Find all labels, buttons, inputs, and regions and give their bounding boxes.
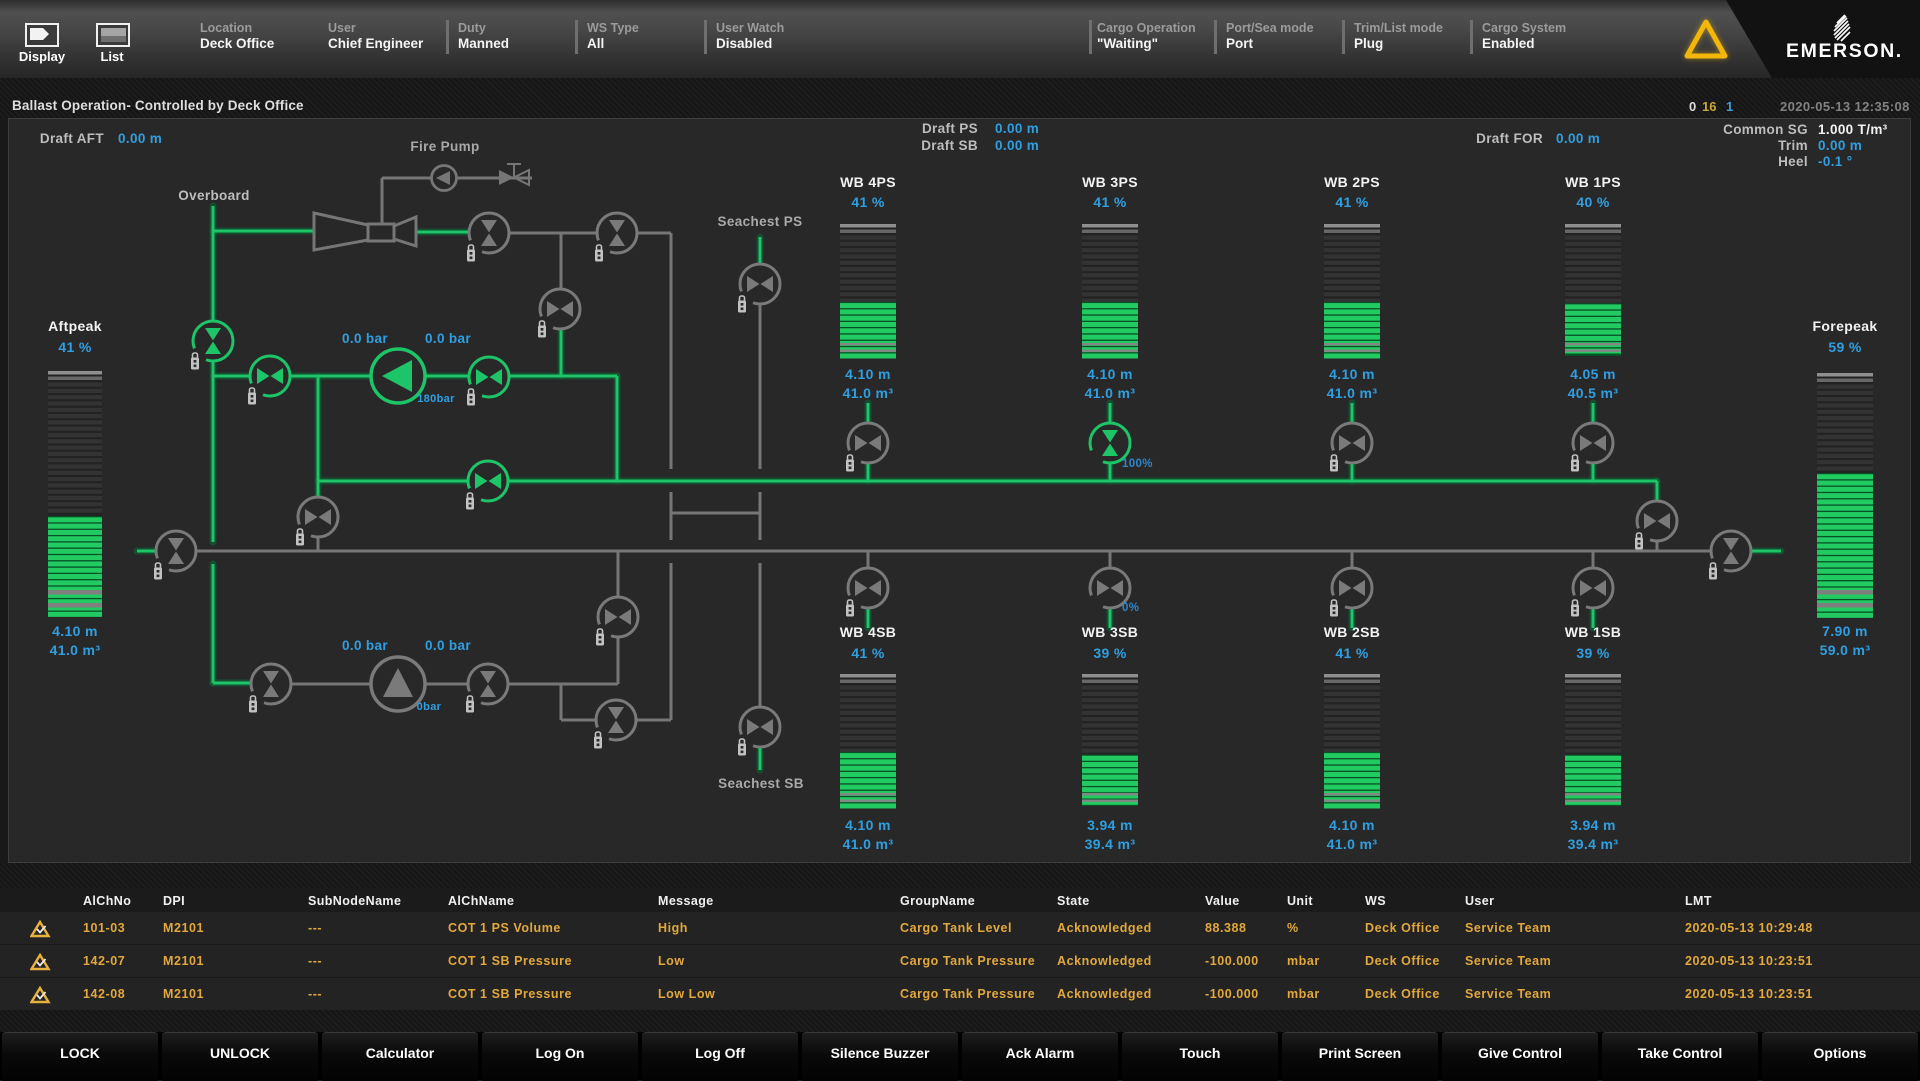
svg-text:WB 2PS: WB 2PS	[1324, 174, 1380, 190]
svg-text:4.10 m: 4.10 m	[52, 623, 98, 639]
svg-text:Draft FOR: Draft FOR	[1476, 131, 1543, 146]
svg-text:0.00 m: 0.00 m	[1818, 138, 1862, 153]
svg-text:41.0 m³: 41.0 m³	[50, 642, 101, 658]
svg-text:Common SG: Common SG	[1723, 122, 1808, 137]
svg-text:Heel: Heel	[1778, 154, 1808, 169]
svg-text:180bar: 180bar	[417, 393, 455, 405]
svg-text:4.10 m: 4.10 m	[1087, 366, 1133, 382]
svg-text:41 %: 41 %	[1335, 645, 1369, 661]
svg-text:WB 3SB: WB 3SB	[1082, 624, 1139, 640]
svg-text:59.0 m³: 59.0 m³	[1820, 642, 1871, 658]
svg-text:Seachest SB: Seachest SB	[718, 776, 804, 791]
svg-text:41 %: 41 %	[58, 339, 92, 355]
svg-text:0.00 m: 0.00 m	[995, 138, 1039, 153]
svg-text:41.0 m³: 41.0 m³	[1327, 385, 1378, 401]
svg-text:WB 4SB: WB 4SB	[840, 624, 897, 640]
svg-text:Trim: Trim	[1778, 138, 1808, 153]
svg-text:39.4 m³: 39.4 m³	[1568, 836, 1619, 852]
svg-text:3.94 m: 3.94 m	[1570, 817, 1616, 833]
svg-text:41.0 m³: 41.0 m³	[843, 836, 894, 852]
svg-text:WB 2SB: WB 2SB	[1324, 624, 1381, 640]
svg-text:Draft PS: Draft PS	[922, 121, 978, 136]
svg-text:4.10 m: 4.10 m	[1329, 817, 1375, 833]
svg-text:4.10 m: 4.10 m	[845, 817, 891, 833]
svg-text:41.0 m³: 41.0 m³	[1327, 836, 1378, 852]
svg-text:3.94 m: 3.94 m	[1087, 817, 1133, 833]
svg-text:41.0 m³: 41.0 m³	[1085, 385, 1136, 401]
svg-text:7.90 m: 7.90 m	[1822, 623, 1868, 639]
svg-text:0.00 m: 0.00 m	[118, 131, 162, 146]
svg-text:40 %: 40 %	[1576, 194, 1610, 210]
svg-text:39 %: 39 %	[1576, 645, 1610, 661]
svg-text:40.5 m³: 40.5 m³	[1568, 385, 1619, 401]
svg-text:Draft AFT: Draft AFT	[40, 131, 105, 146]
svg-text:100%: 100%	[1122, 458, 1153, 470]
svg-text:Fire Pump: Fire Pump	[410, 139, 479, 154]
svg-text:WB 3PS: WB 3PS	[1082, 174, 1138, 190]
svg-text:41 %: 41 %	[851, 194, 885, 210]
svg-text:0.0 bar: 0.0 bar	[342, 638, 388, 653]
svg-text:41 %: 41 %	[1335, 194, 1369, 210]
svg-text:WB 1SB: WB 1SB	[1565, 624, 1622, 640]
svg-text:4.05 m: 4.05 m	[1570, 366, 1616, 382]
svg-text:41 %: 41 %	[851, 645, 885, 661]
svg-text:4.10 m: 4.10 m	[845, 366, 891, 382]
svg-text:0.00 m: 0.00 m	[995, 121, 1039, 136]
svg-text:0bar: 0bar	[417, 701, 442, 713]
svg-text:39 %: 39 %	[1093, 645, 1127, 661]
svg-text:Forepeak: Forepeak	[1812, 318, 1877, 334]
svg-text:1.000 T/m³: 1.000 T/m³	[1818, 122, 1888, 137]
svg-text:0.0 bar: 0.0 bar	[425, 638, 471, 653]
svg-text:0.00 m: 0.00 m	[1556, 131, 1600, 146]
svg-text:-0.1 °: -0.1 °	[1818, 154, 1853, 169]
svg-text:WB 1PS: WB 1PS	[1565, 174, 1621, 190]
svg-text:Aftpeak: Aftpeak	[48, 318, 102, 334]
svg-text:Draft SB: Draft SB	[921, 138, 978, 153]
svg-text:0.0 bar: 0.0 bar	[342, 331, 388, 346]
svg-text:Overboard: Overboard	[178, 188, 249, 203]
svg-text:41.0 m³: 41.0 m³	[843, 385, 894, 401]
svg-text:Seachest PS: Seachest PS	[718, 214, 803, 229]
svg-text:0.0 bar: 0.0 bar	[425, 331, 471, 346]
svg-text:4.10 m: 4.10 m	[1329, 366, 1375, 382]
svg-text:0%: 0%	[1122, 602, 1139, 614]
svg-text:39.4 m³: 39.4 m³	[1085, 836, 1136, 852]
svg-text:41 %: 41 %	[1093, 194, 1127, 210]
svg-text:WB 4PS: WB 4PS	[840, 174, 896, 190]
svg-text:59 %: 59 %	[1828, 339, 1862, 355]
